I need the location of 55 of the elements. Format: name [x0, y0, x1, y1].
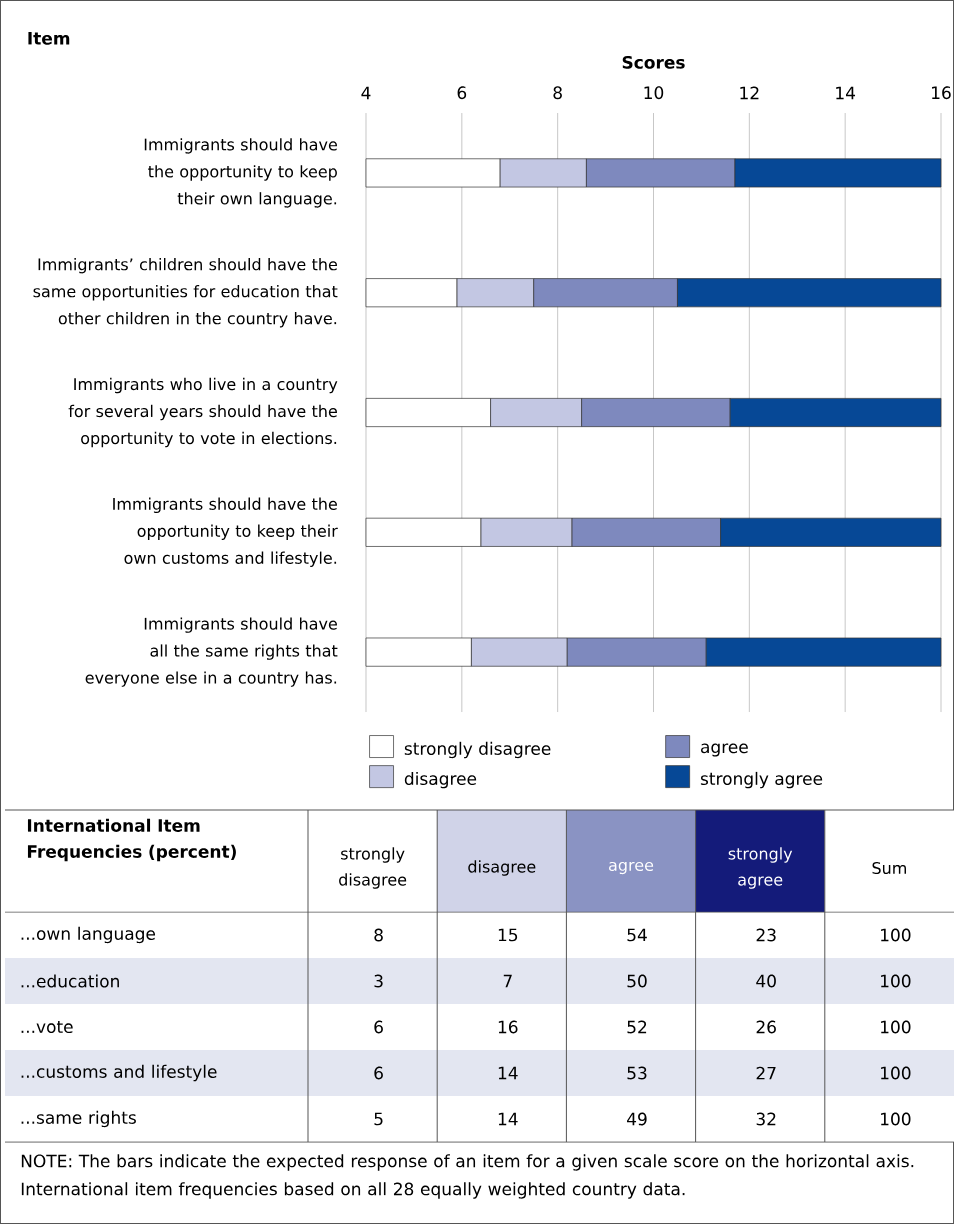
- data-label: 7: [503, 974, 512, 988]
- data-label: 14: [498, 1112, 518, 1126]
- data-label: 16: [498, 1020, 518, 1034]
- data-label: 50: [627, 974, 647, 988]
- data-label: 6: [374, 1020, 383, 1034]
- data-label: 100: [881, 1112, 911, 1126]
- legend-label: disagree: [404, 771, 477, 789]
- data-label: 100: [881, 1020, 911, 1034]
- legend-label: strongly agree: [700, 771, 823, 789]
- x-tick-label: 4: [361, 86, 371, 100]
- x-tick-label: disagree: [468, 860, 536, 876]
- data-label: 3: [374, 974, 383, 988]
- x-tick-label: Sum: [872, 861, 906, 875]
- data-label: 15: [498, 928, 518, 942]
- data-label: 54: [627, 928, 647, 942]
- x-tick-label: 10: [644, 86, 664, 100]
- data-label: 26: [756, 1020, 776, 1034]
- data-label: 100: [881, 928, 911, 942]
- data-label: 53: [627, 1066, 647, 1080]
- x-axis-title: Scores: [622, 55, 685, 69]
- text: NOTE: The bars indicate the expected response of an item for a given scale score on the horizontal axis. International item frequencies based on all 28 equally weighted country data.: [21, 1154, 914, 1199]
- data-label: 27: [756, 1066, 776, 1080]
- x-tick-label: 8: [553, 86, 562, 100]
- data-label: 49: [627, 1112, 647, 1126]
- data-label: 23: [756, 928, 776, 942]
- data-label: 32: [756, 1112, 776, 1126]
- y-axis-title: Item: [28, 32, 70, 45]
- data-label: 5: [374, 1112, 383, 1126]
- x-tick-label: strongly disagree: [339, 847, 407, 889]
- y-tick-label: Immigrants’ children should have the same opportunities for education that other children in the country have.: [33, 257, 338, 328]
- data-label: 100: [881, 974, 911, 988]
- x-tick-label: strongly agree: [728, 847, 793, 889]
- x-tick-label: 14: [836, 86, 856, 100]
- x-tick-label: 12: [740, 86, 759, 100]
- legend-label: strongly disagree: [404, 741, 551, 759]
- text: International Item Frequencies (percent): [27, 818, 236, 862]
- x-tick-label: 16: [932, 86, 951, 100]
- y-tick-label: Immigrants should have all the same rights that everyone else in a country has.: [85, 617, 338, 687]
- data-label: 40: [756, 974, 776, 988]
- data-label: 14: [498, 1066, 518, 1080]
- y-tick-label: ...vote: [21, 1020, 73, 1034]
- y-tick-label: ...own language: [21, 926, 156, 944]
- data-label: 8: [374, 928, 383, 942]
- y-tick-label: Immigrants who live in a country for several years should have the opportunity to vote in elections.: [68, 377, 338, 448]
- y-tick-label: Immigrants should have the opportunity to keep their own customs and lifestyle.: [113, 497, 338, 568]
- x-tick-label: agree: [609, 861, 654, 875]
- legend-label: agree: [701, 743, 748, 757]
- y-tick-label: Immigrants should have the opportunity to keep their own language.: [144, 138, 337, 208]
- data-label: 52: [627, 1020, 647, 1034]
- x-tick-label: 6: [457, 86, 467, 100]
- y-tick-label: ...education: [21, 974, 119, 988]
- y-tick-label: ...customs and lifestyle: [21, 1064, 217, 1082]
- y-tick-label: ...same rights: [21, 1110, 136, 1128]
- data-label: 100: [881, 1066, 911, 1080]
- data-label: 6: [374, 1066, 383, 1080]
